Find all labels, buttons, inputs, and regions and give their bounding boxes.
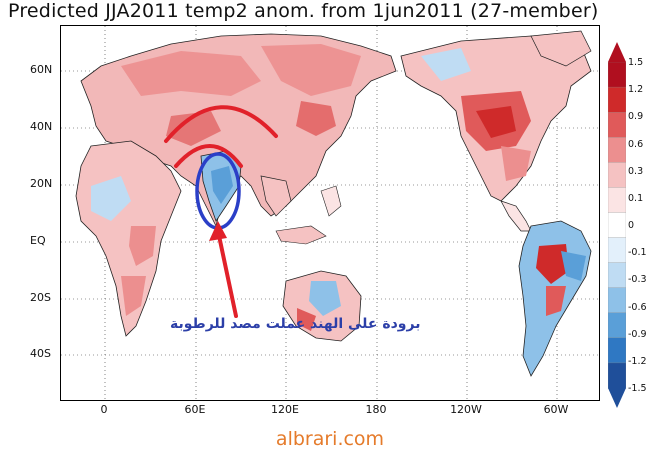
lat-label-eq: EQ (30, 234, 46, 247)
colorbar-label: -0.6 (628, 301, 647, 313)
colorbar-swatch (608, 61, 626, 88)
colorbar-swatch (608, 187, 626, 214)
colorbar-swatch (608, 237, 626, 264)
colorbar-label: 1.2 (628, 84, 644, 96)
map-canvas (61, 26, 599, 400)
lon-label-60w: 60W (543, 403, 569, 416)
colorbar-label: 0.3 (628, 165, 644, 177)
lat-label-20s: 20S (30, 291, 51, 304)
colorbar-label: -1.5 (628, 383, 647, 394)
lat-label-20n: 20N (30, 177, 53, 190)
colorbar-swatch (608, 162, 626, 189)
red-arc-upper (164, 105, 278, 143)
colorbar-swatch (608, 137, 626, 163)
red-arc-lower (174, 144, 243, 168)
colorbar-swatch (608, 262, 626, 289)
colorbar-swatch (608, 86, 626, 113)
lat-label-40n: 40N (30, 120, 53, 133)
site-watermark: albrari.com (275, 428, 385, 450)
red-arrow-shaft (216, 229, 238, 318)
colorbar-label: -0.3 (628, 274, 647, 286)
colorbar-swatch (608, 337, 626, 364)
colorbar-label: -0.1 (628, 247, 647, 259)
colorbar-label: 0.9 (628, 111, 644, 123)
red-arrow-head (209, 221, 227, 241)
colorbar-swatch (608, 287, 626, 314)
lon-label-0: 0 (100, 403, 108, 416)
colorbar-swatch (608, 112, 626, 138)
arabic-annotation: برودة على الهند عملت مصد للرطوبة (170, 316, 421, 332)
lon-label-180: 180 (365, 403, 387, 416)
anomaly-map (60, 25, 600, 401)
lon-label-60e: 60E (184, 403, 206, 416)
colorbar-bottom-arrow (608, 388, 626, 408)
lon-label-120e: 120E (271, 403, 299, 416)
annotation-overlay (164, 105, 278, 318)
lon-label-120w: 120W (450, 403, 482, 416)
colorbar-label: 0 (628, 220, 635, 231)
colorbar-label: 0.1 (628, 192, 644, 204)
colorbar-top-arrow (608, 42, 626, 62)
colorbar-swatch (608, 212, 626, 239)
lat-label-60n: 60N (30, 63, 53, 76)
colorbar-label: -1.2 (628, 355, 647, 367)
colorbar-label: 1.5 (628, 57, 644, 68)
colorbar (608, 42, 626, 408)
colorbar-swatch (608, 312, 626, 339)
map-title: Predicted JJA2011 temp2 anom. from 1jun2… (8, 0, 599, 22)
colorbar-label: 0.6 (628, 138, 644, 150)
lat-label-40s: 40S (30, 347, 51, 360)
colorbar-swatch (608, 362, 626, 389)
colorbar-label: -0.9 (628, 328, 647, 340)
